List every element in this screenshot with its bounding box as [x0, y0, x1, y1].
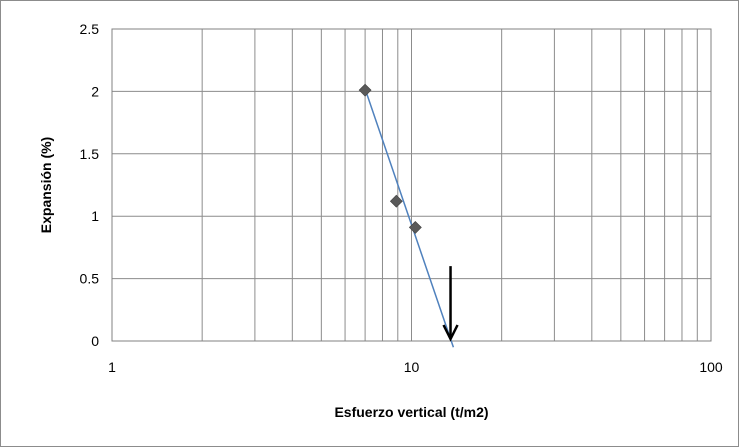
y-tick-label: 0.5 — [80, 271, 100, 287]
data-point-marker — [389, 194, 403, 208]
x-tick-labels: 1 10 100 — [108, 359, 723, 375]
x-tick-label: 100 — [699, 359, 723, 375]
arrow-head — [442, 324, 459, 342]
y-axis-label: Expansión (%) — [38, 137, 54, 233]
x-tick-label: 10 — [404, 359, 420, 375]
y-tick-label: 2 — [91, 83, 99, 99]
x-axis-label: Esfuerzo vertical (t/m2) — [334, 404, 488, 420]
data-points — [358, 83, 422, 234]
data-point-marker — [358, 83, 372, 97]
y-tick-label: 1 — [91, 208, 99, 224]
y-tick-label: 2.5 — [80, 21, 100, 37]
annotation-arrow — [442, 266, 459, 342]
y-tick-labels: 0 0.5 1 1.5 2 2.5 — [80, 21, 100, 349]
grid-lines — [111, 28, 712, 342]
x-tick-label: 1 — [108, 359, 116, 375]
y-tick-label: 1.5 — [80, 146, 100, 162]
trend-line — [364, 88, 455, 348]
plot-area-border — [111, 28, 712, 342]
data-point-marker — [408, 221, 422, 234]
y-tick-label: 0 — [91, 333, 99, 349]
